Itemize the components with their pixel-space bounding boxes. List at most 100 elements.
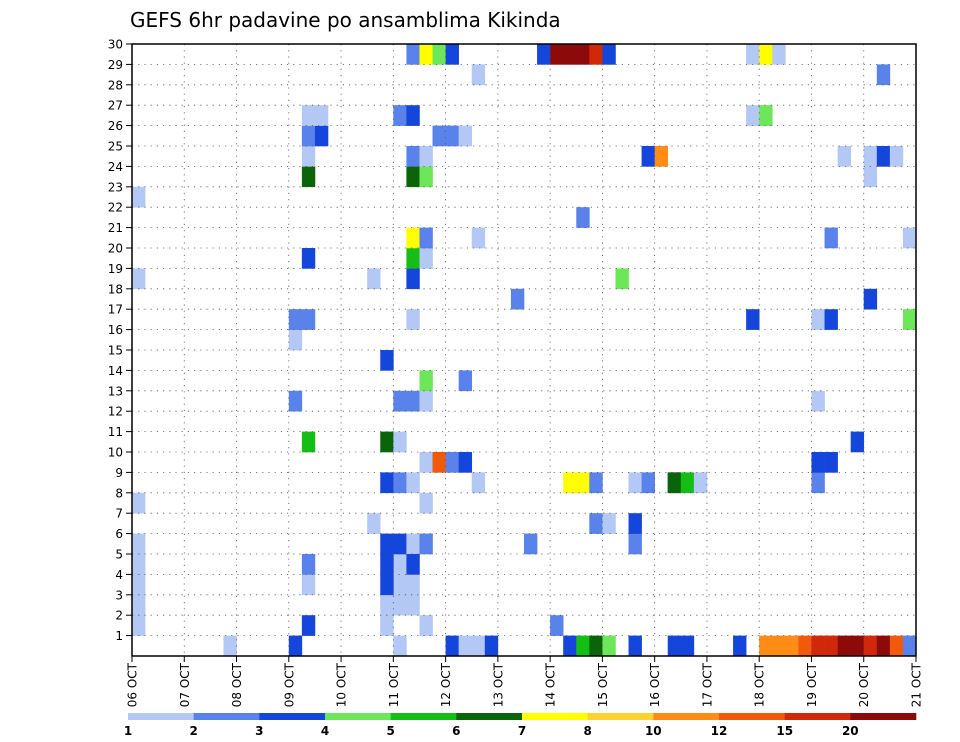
precip-cell [419, 248, 433, 269]
precip-cell [615, 268, 629, 290]
y-tick-label: 16 [108, 323, 123, 337]
precip-cell [458, 635, 473, 657]
precip-cell [798, 635, 812, 657]
colorbar-swatch [390, 713, 457, 720]
precip-cell [824, 227, 838, 249]
y-tick-label: 2 [115, 609, 123, 623]
colorbar-label: 2 [190, 724, 198, 738]
precip-cell [419, 370, 433, 392]
y-tick-label: 6 [115, 527, 123, 541]
y-tick-label: 24 [108, 160, 123, 174]
y-tick-label: 13 [108, 384, 123, 398]
precip-cell [471, 227, 486, 249]
y-tick-label: 22 [108, 201, 123, 215]
precip-cell [537, 44, 551, 65]
precip-cell [602, 635, 616, 657]
precip-cell [393, 574, 407, 596]
x-tick-label: 21 OCT [910, 662, 924, 707]
precip-cell [811, 452, 825, 473]
precip-cell [445, 44, 459, 65]
precip-cell [759, 44, 773, 65]
precip-cell [393, 105, 407, 126]
precip-cell [132, 615, 146, 636]
precip-cell [876, 64, 891, 86]
precip-cell [628, 513, 642, 534]
precip-cell [550, 44, 564, 65]
colorbar-label: 8 [584, 724, 592, 738]
precip-cell [301, 166, 316, 188]
chart-title: GEFS 6hr padavine po ansamblima Kikinda [130, 8, 561, 32]
precip-cell [393, 594, 407, 616]
y-tick-label: 11 [108, 425, 123, 439]
y-tick-label: 12 [108, 405, 123, 419]
y-tick-label: 18 [108, 282, 123, 296]
precip-cell [288, 329, 303, 351]
y-tick-label: 15 [108, 344, 123, 358]
x-tick-label: 11 OCT [387, 662, 401, 707]
colorbar-swatch [850, 713, 917, 720]
colorbar-swatch [325, 713, 391, 720]
precip-cell [746, 105, 760, 126]
precip-cell [576, 635, 590, 657]
colorbar-swatch [128, 713, 194, 720]
y-tick-label: 1 [115, 629, 123, 643]
precip-cell [301, 574, 316, 596]
precip-cell [889, 635, 904, 657]
precip-cell [432, 44, 446, 65]
precip-cell [563, 44, 577, 65]
precip-cells [132, 44, 917, 657]
precip-cell [301, 431, 316, 453]
precip-cell [654, 146, 669, 167]
precip-cell [510, 288, 525, 310]
precip-cell [380, 533, 394, 555]
y-tick-label: 27 [108, 99, 123, 113]
precip-cell [628, 472, 642, 494]
precip-cell [432, 125, 446, 147]
precip-cell [850, 635, 865, 657]
precip-cell [132, 186, 146, 208]
precip-cell [301, 125, 316, 147]
precip-cell [589, 44, 603, 65]
precip-cell [406, 227, 420, 249]
precip-cell [380, 554, 394, 575]
precip-cell [680, 635, 695, 657]
precip-cell [458, 370, 473, 392]
colorbar-label: 4 [321, 724, 329, 738]
precip-cell [576, 472, 590, 494]
precip-cell [406, 166, 420, 188]
x-tick-label: 10 OCT [335, 662, 349, 707]
colorbar-swatch [522, 713, 588, 720]
precip-cell [589, 513, 603, 534]
precip-cell [419, 615, 433, 636]
precip-cell [785, 635, 799, 657]
precip-cell [301, 146, 316, 167]
colorbar-label: 3 [255, 724, 263, 738]
precip-cell [393, 554, 407, 575]
precip-cell [406, 309, 420, 330]
precip-cell [863, 288, 878, 310]
precip-cell [759, 635, 773, 657]
precip-cell [641, 472, 655, 494]
colorbar-swatch [653, 713, 720, 720]
precip-cell [824, 452, 838, 473]
precip-cell [393, 390, 407, 412]
colorbar: 1 2 3 4 5 6 7 8 10 12 15 20 [124, 713, 917, 738]
precip-cell [132, 594, 146, 616]
precip-cell [288, 309, 303, 330]
x-tick-label: 06 OCT [126, 662, 140, 707]
precip-cell [824, 635, 838, 657]
precip-cell [132, 268, 146, 290]
precip-cell [393, 533, 407, 555]
precip-cell [445, 452, 459, 473]
precip-cell [484, 635, 499, 657]
y-tick-label: 19 [108, 262, 123, 276]
precip-cell [419, 533, 433, 555]
precip-cell [824, 309, 838, 330]
precip-cell [301, 309, 316, 330]
y-tick-label: 14 [108, 364, 123, 378]
precip-cell [406, 44, 420, 65]
y-tick-label: 23 [108, 180, 123, 194]
precip-cell [746, 44, 760, 65]
precip-cell [406, 146, 420, 167]
